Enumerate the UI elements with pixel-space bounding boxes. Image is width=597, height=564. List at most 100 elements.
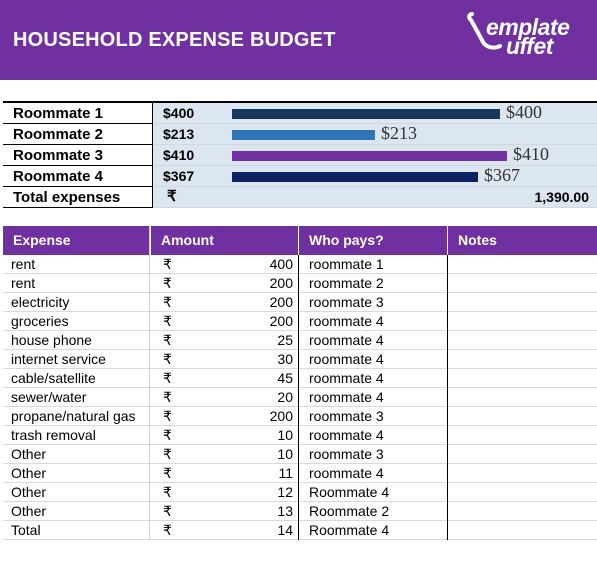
- who-pays-cell[interactable]: roommate 4: [309, 389, 384, 405]
- table-row: rent ₹400 roommate 1: [3, 255, 597, 274]
- roommate-name[interactable]: Roommate 4: [3, 166, 153, 187]
- expense-cell[interactable]: rent: [11, 256, 36, 272]
- rupee-symbol[interactable]: ₹: [163, 313, 172, 329]
- logo-text-top: emplate: [486, 14, 570, 40]
- who-pays-cell[interactable]: roommate 2: [309, 275, 384, 291]
- rupee-symbol[interactable]: ₹: [163, 275, 172, 291]
- who-pays-cell[interactable]: roommate 4: [309, 313, 384, 329]
- expense-cell[interactable]: rent: [11, 275, 36, 291]
- summary-value-cell[interactable]: $213 $213: [153, 123, 597, 145]
- amount-cell[interactable]: 13: [277, 503, 293, 519]
- data-bar: [232, 172, 478, 182]
- table-row: Other ₹11 roommate 4: [3, 464, 597, 483]
- expense-cell[interactable]: Total: [11, 522, 41, 538]
- summary-value-cell[interactable]: $367 $367: [153, 165, 597, 187]
- amount-cell[interactable]: 11: [278, 465, 293, 481]
- ladle-icon: [467, 12, 502, 50]
- who-pays-cell[interactable]: Roommate 2: [309, 503, 390, 519]
- summary-row: Roommate 1 $400 $400: [3, 102, 597, 124]
- expense-cell[interactable]: Other: [11, 503, 47, 519]
- rupee-symbol[interactable]: ₹: [163, 484, 172, 500]
- who-pays-cell[interactable]: Roommate 4: [309, 484, 390, 500]
- rupee-symbol[interactable]: ₹: [163, 503, 172, 519]
- who-pays-cell[interactable]: roommate 3: [309, 408, 384, 424]
- rupee-symbol[interactable]: ₹: [163, 256, 172, 272]
- expense-cell[interactable]: Other: [11, 465, 47, 481]
- roommate-name[interactable]: Roommate 1: [3, 103, 153, 124]
- roommate-amount: $410: [163, 147, 195, 163]
- rupee-symbol[interactable]: ₹: [163, 446, 172, 462]
- expense-cell[interactable]: groceries: [11, 313, 69, 329]
- table-row: Other ₹10 roommate 3: [3, 445, 597, 464]
- expense-cell[interactable]: Other: [11, 484, 47, 500]
- table-row: rent ₹200 roommate 2: [3, 274, 597, 293]
- column-header-expense[interactable]: Expense: [3, 226, 151, 255]
- roommate-summary: Roommate 1 $400 $400 Roommate 2 $213 $21…: [3, 101, 597, 208]
- data-bar-label: $213: [381, 123, 417, 143]
- summary-row: Roommate 4 $367 $367: [3, 165, 597, 187]
- rupee-symbol[interactable]: ₹: [163, 351, 172, 367]
- amount-cell[interactable]: 200: [269, 408, 293, 424]
- table-row: house phone ₹25 roommate 4: [3, 331, 597, 350]
- column-header-notes[interactable]: Notes: [458, 232, 497, 248]
- expense-table-header: Expense Amount Who pays? Notes: [3, 226, 597, 255]
- amount-cell[interactable]: 200: [269, 313, 293, 329]
- amount-cell[interactable]: 200: [269, 275, 293, 291]
- expense-cell[interactable]: Other: [11, 446, 47, 462]
- amount-cell[interactable]: 400: [269, 256, 293, 272]
- expense-cell[interactable]: trash removal: [11, 427, 96, 443]
- data-bar-label: $410: [513, 144, 549, 164]
- rupee-symbol[interactable]: ₹: [163, 332, 172, 348]
- amount-cell[interactable]: 45: [277, 370, 293, 386]
- column-divider: [298, 255, 299, 540]
- rupee-symbol[interactable]: ₹: [163, 522, 172, 538]
- rupee-symbol[interactable]: ₹: [163, 370, 172, 386]
- table-row: propane/natural gas ₹200 roommate 3: [3, 407, 597, 426]
- rupee-symbol[interactable]: ₹: [163, 389, 172, 405]
- summary-row: Roommate 3 $410 $410: [3, 144, 597, 166]
- total-expenses-value: 1,390.00: [534, 189, 590, 205]
- data-bar-label: $367: [484, 165, 520, 185]
- who-pays-cell[interactable]: roommate 4: [309, 351, 384, 367]
- amount-cell[interactable]: 20: [277, 389, 293, 405]
- who-pays-cell[interactable]: roommate 4: [309, 427, 384, 443]
- roommate-name[interactable]: Roommate 3: [3, 145, 153, 166]
- who-pays-cell[interactable]: roommate 1: [309, 256, 384, 272]
- total-expenses-cell[interactable]: ₹ 1,390.00: [153, 187, 597, 208]
- expense-cell[interactable]: electricity: [11, 294, 70, 310]
- column-header-who-pays[interactable]: Who pays?: [299, 226, 448, 255]
- who-pays-cell[interactable]: Roommate 4: [309, 522, 390, 538]
- roommate-name[interactable]: Roommate 2: [3, 124, 153, 145]
- rupee-symbol[interactable]: ₹: [163, 408, 172, 424]
- summary-value-cell[interactable]: $400 $400: [153, 102, 597, 124]
- who-pays-cell[interactable]: roommate 4: [309, 465, 384, 481]
- amount-cell[interactable]: 14: [277, 522, 293, 538]
- total-expenses-label[interactable]: Total expenses: [3, 187, 153, 208]
- expense-cell[interactable]: sewer/water: [11, 389, 87, 405]
- who-pays-cell[interactable]: roommate 4: [309, 332, 384, 348]
- amount-cell[interactable]: 30: [277, 351, 293, 367]
- who-pays-cell[interactable]: roommate 3: [309, 294, 384, 310]
- roommate-amount: $213: [163, 126, 195, 142]
- summary-value-cell[interactable]: $410 $410: [153, 144, 597, 166]
- expense-cell[interactable]: house phone: [11, 332, 92, 348]
- rupee-symbol[interactable]: ₹: [163, 294, 172, 310]
- rupee-symbol[interactable]: ₹: [163, 465, 172, 481]
- amount-cell[interactable]: 25: [277, 332, 293, 348]
- summary-row: Roommate 2 $213 $213: [3, 123, 597, 145]
- column-header-amount[interactable]: Amount: [151, 226, 299, 255]
- amount-cell[interactable]: 10: [277, 427, 293, 443]
- rupee-symbol[interactable]: ₹: [163, 427, 172, 443]
- amount-cell[interactable]: 200: [269, 294, 293, 310]
- who-pays-cell[interactable]: roommate 4: [309, 370, 384, 386]
- who-pays-cell[interactable]: roommate 3: [309, 446, 384, 462]
- table-row: Other ₹12 Roommate 4: [3, 483, 597, 502]
- expense-cell[interactable]: internet service: [11, 351, 106, 367]
- amount-cell[interactable]: 10: [277, 446, 293, 462]
- page-title: HOUSEHOLD EXPENSE BUDGET: [13, 29, 336, 51]
- amount-cell[interactable]: 12: [277, 484, 293, 500]
- data-bar-label: $400: [506, 102, 542, 122]
- expense-cell[interactable]: cable/satellite: [11, 370, 96, 386]
- roommate-amount: $367: [163, 168, 195, 184]
- expense-cell[interactable]: propane/natural gas: [11, 408, 136, 424]
